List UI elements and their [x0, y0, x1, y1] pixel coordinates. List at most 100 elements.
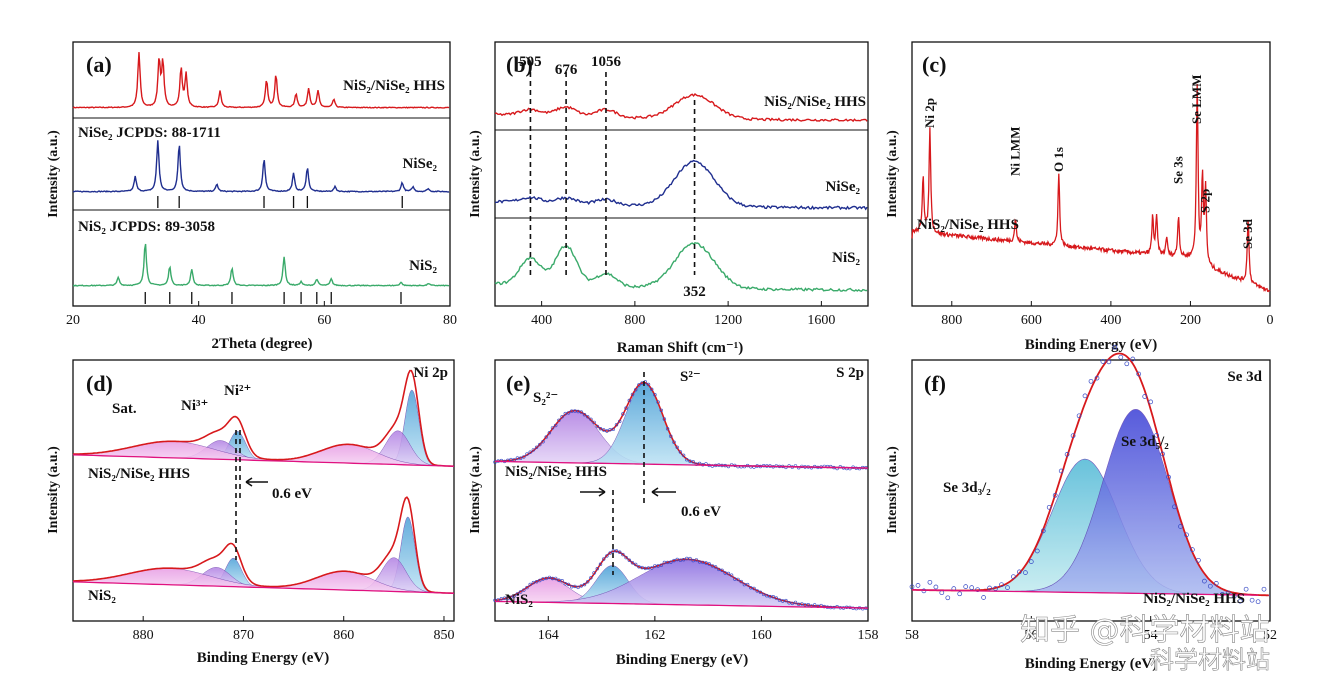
- panel-f-data-point: [1112, 344, 1118, 350]
- panel-e-data-point: [534, 579, 539, 584]
- panel-e-data-point: [592, 420, 596, 425]
- panel-a-xtick-label: 20: [66, 313, 80, 328]
- panel-d-sample-hhs: NiS₂/NiSe₂ HHS: [88, 466, 190, 482]
- panel-f-component-3d32: Se 3d₃/₂: [943, 480, 991, 496]
- panel-f-data-point: [993, 586, 998, 591]
- panel-e-data-point: [553, 576, 558, 581]
- panel-e-data-point: [812, 603, 817, 607]
- panel-e-xtick-label: 164: [538, 628, 559, 643]
- panel-e-data-point: [525, 452, 529, 456]
- panel-e-data-point: [742, 582, 747, 587]
- panel-e-data-point: [585, 415, 590, 419]
- panel-c-frame: [911, 41, 1271, 307]
- panel-e-data-point: [611, 549, 615, 553]
- panel-e-data-point: [717, 567, 721, 572]
- panel-e-data-point: [582, 413, 587, 417]
- panel-e-data-point: [544, 435, 548, 439]
- panel-b-curves: [494, 93, 868, 292]
- panel-e-data-point: [854, 606, 858, 611]
- panel-e-data-point: [518, 456, 523, 460]
- panel-d-shift-label: 0.6 eV: [272, 486, 312, 502]
- panel-f-data-point: [1166, 474, 1171, 480]
- panel-e-data-point: [656, 400, 660, 404]
- panel-a-ylabel: Intensity (a.u.): [46, 130, 61, 218]
- panel-d-xlabel: Binding Energy (eV): [197, 650, 330, 666]
- panel-f-data-point: [1148, 399, 1154, 405]
- panel-e-data-point: [710, 564, 715, 568]
- panel-d-baseline: [72, 454, 455, 467]
- panel-d-arrow: [245, 477, 268, 487]
- panel-e-data-point: [589, 417, 593, 421]
- panel-c-annotation: O 1s: [1051, 147, 1066, 172]
- panel-b-peak-505: 505: [519, 54, 542, 70]
- panel-f-data-point: [1094, 375, 1100, 381]
- panel-f-data-point: [1213, 581, 1219, 586]
- panel-d-xtick-label: 880: [133, 628, 154, 643]
- panel-f-data-point: [933, 584, 939, 590]
- panel-f-data-point: [1034, 548, 1040, 554]
- panel-e-xtick-label: 160: [751, 628, 772, 643]
- panel-e-data-point: [512, 594, 516, 598]
- panel-a-ticks: 20 40 60 80: [66, 301, 457, 328]
- panel-d-envelope: [73, 369, 454, 467]
- panel-e-data-point: [701, 560, 705, 565]
- panel-e-data-point: [553, 423, 558, 428]
- panel-f-data-point: [1100, 359, 1106, 364]
- panel-e-data-point: [557, 418, 561, 422]
- panel-e-data-point: [506, 596, 510, 601]
- panel-e-data-point: [550, 426, 555, 430]
- panel-f-data-point: [981, 595, 986, 600]
- panel-e-data-point: [662, 417, 667, 421]
- panel-d-sample-nis2: NiS₂: [88, 588, 116, 604]
- panel-e-sample-nis2: NiS₂: [505, 592, 533, 608]
- panel-e-data-point: [675, 445, 679, 449]
- panel-e-data-point: [646, 382, 651, 387]
- panel-e-data-point: [665, 427, 670, 431]
- panel-e-data-point: [630, 561, 635, 565]
- panel-f-xlabel: Binding Energy (eV): [1025, 656, 1158, 672]
- panel-f-xtick-label: 52: [1263, 628, 1277, 643]
- panel-d-envelope: [73, 496, 454, 594]
- panel-e-data-point: [733, 577, 737, 581]
- panel-d-curves: [72, 369, 455, 594]
- panel-f-data-point: [1040, 528, 1046, 534]
- panel-a-series-label-hhs: NiS₂/NiSe₂ HHS: [343, 78, 445, 94]
- panel-d-ylabel: Intensity (a.u.): [46, 446, 61, 534]
- panel-a-ref-label-nis2: NiS₂ JCPDS: 89-3058: [78, 219, 215, 235]
- panel-d-baseline: [72, 581, 455, 594]
- panel-e-xlabel: Binding Energy (eV): [616, 652, 749, 668]
- panel-f-data-point: [957, 591, 963, 597]
- panel-e-data-point: [653, 564, 657, 568]
- panel-f-data-point: [1184, 532, 1189, 538]
- panel-b-peak-352: 352: [683, 284, 706, 300]
- panel-e-data-point: [806, 602, 810, 607]
- panel-e-data-point: [589, 576, 593, 580]
- panel-e-data-point: [659, 563, 663, 567]
- panel-b-label: (b): [506, 52, 533, 77]
- panel-e-data-point: [608, 551, 612, 555]
- panel-b-peak-676: 676: [555, 62, 578, 78]
- panel-b-series-0: [494, 93, 868, 123]
- panel-e-data-point: [538, 578, 542, 583]
- panel-b-series-1: [494, 159, 868, 211]
- panel-e-data-point: [765, 593, 769, 598]
- panel-b-xtick-label: 1200: [714, 313, 742, 328]
- panel-e-data-point: [557, 578, 561, 582]
- panel-c-ticks: 800 600 400 200 0: [941, 301, 1274, 328]
- panel-e-data-point: [713, 565, 718, 569]
- panel-a-label: (a): [86, 52, 112, 77]
- panel-e-data-point: [649, 387, 654, 391]
- panel-e-data-point: [598, 562, 603, 566]
- panel-b-series-label-hhs: NiS₂/NiSe₂ HHS: [764, 94, 866, 110]
- panel-e-data-point: [697, 560, 702, 564]
- panel-f-data-point: [1130, 356, 1136, 362]
- panel-b-xlabel: Raman Shift (cm⁻¹): [617, 340, 744, 356]
- panel-e-data-point: [672, 558, 676, 563]
- panel-b-peak-markers: [529, 72, 696, 275]
- panel-e-data-point: [627, 398, 631, 403]
- panel-f-data-point: [1070, 433, 1076, 439]
- panel-f-xtick-label: 58: [905, 628, 919, 643]
- panel-e-data-point: [688, 556, 692, 561]
- panel-e-data-point: [515, 592, 520, 596]
